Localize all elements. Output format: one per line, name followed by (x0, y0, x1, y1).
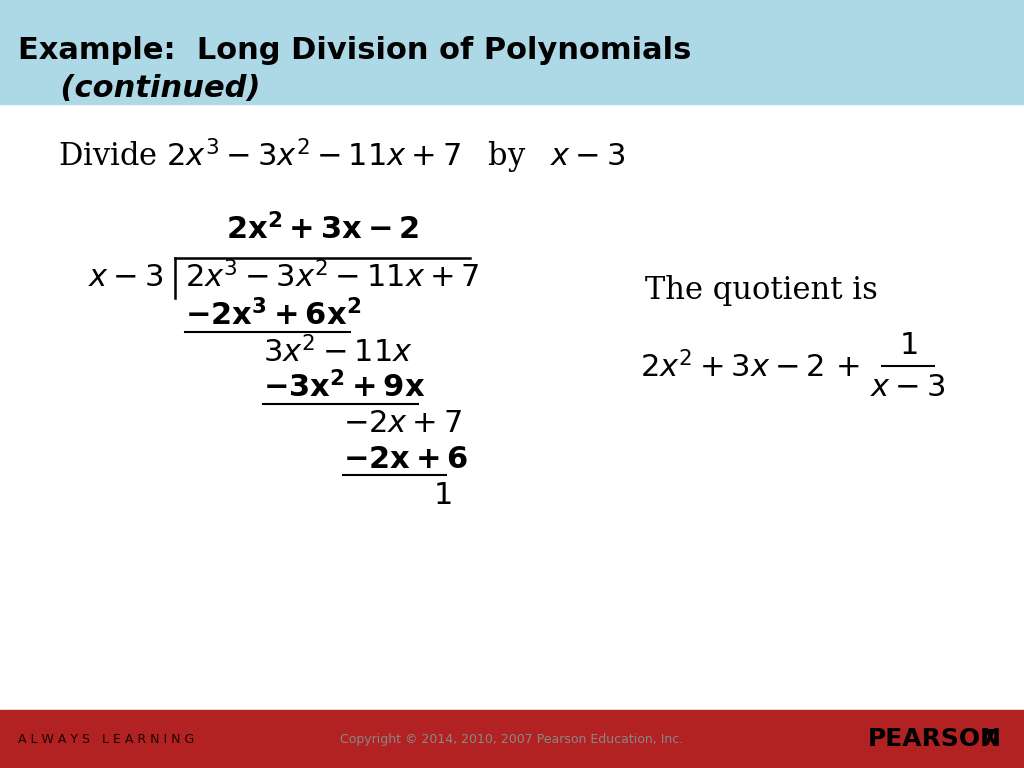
Text: Example:  Long Division of Polynomials: Example: Long Division of Polynomials (18, 36, 691, 65)
Bar (0, 710, 1024, 768)
Text: $\mathbf{2x^2+3x-2}$: $\mathbf{2x^2+3x-2}$ (226, 214, 420, 247)
Text: Copyright © 2014, 2010, 2007 Pearson Education, Inc.: Copyright © 2014, 2010, 2007 Pearson Edu… (340, 733, 684, 746)
Text: A L W A Y S   L E A R N I N G: A L W A Y S L E A R N I N G (18, 733, 195, 746)
Text: $3x^2-11x$: $3x^2-11x$ (263, 336, 413, 369)
Text: $-2x+7$: $-2x+7$ (343, 409, 462, 439)
Text: $1$: $1$ (899, 330, 918, 362)
Text: (continued): (continued) (18, 74, 260, 103)
Text: $\mathbf{-3x^2+9x}$: $\mathbf{-3x^2+9x}$ (263, 372, 425, 404)
Text: $\mathbf{-2x+6}$: $\mathbf{-2x+6}$ (343, 443, 468, 475)
Text: Divide $2x^3-3x^2-11x+7\;\;$ by $\;\; x-3$: Divide $2x^3-3x^2-11x+7\;\;$ by $\;\; x-… (58, 136, 626, 176)
Text: $\mathbf{-2x^3+6x^2}$: $\mathbf{-2x^3+6x^2}$ (185, 300, 361, 333)
Text: The quotient is: The quotient is (645, 274, 878, 306)
Text: $x-3$: $x-3$ (870, 372, 945, 403)
Bar (0, 0, 1024, 104)
Text: PEARSON: PEARSON (868, 727, 1002, 751)
Text: $x-3$: $x-3$ (88, 263, 163, 293)
Text: $1$: $1$ (433, 481, 452, 511)
Text: 7: 7 (980, 729, 995, 750)
Text: $2x^3-3x^2-11x+7$: $2x^3-3x^2-11x+7$ (185, 262, 479, 294)
Text: $2x^2+3x-2\,+$: $2x^2+3x-2\,+$ (640, 352, 860, 384)
